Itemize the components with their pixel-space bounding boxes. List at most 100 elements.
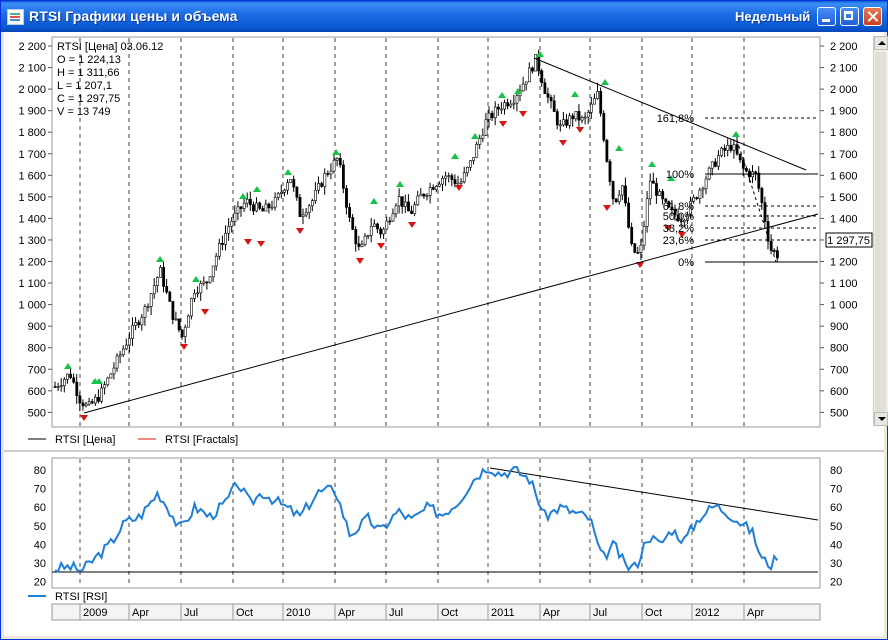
candle-body bbox=[760, 188, 764, 204]
candle-body bbox=[267, 203, 271, 209]
candle-body bbox=[112, 367, 116, 375]
fractal-up-marker bbox=[284, 169, 292, 175]
candle-body bbox=[249, 198, 252, 205]
candle-body bbox=[713, 161, 717, 167]
candle-body bbox=[326, 173, 330, 175]
candle-body bbox=[230, 221, 234, 227]
time-axis-bar bbox=[51, 603, 821, 621]
candle-body bbox=[527, 67, 531, 83]
candle-body bbox=[146, 306, 150, 308]
candle-body bbox=[314, 189, 317, 201]
fractal-down-marker bbox=[377, 243, 385, 249]
fib-level-label: 50,0% bbox=[663, 211, 694, 223]
candle-body bbox=[658, 191, 662, 196]
candle-body bbox=[218, 243, 221, 257]
candle-body bbox=[614, 198, 618, 203]
rsi-axis-label-right: 20 bbox=[830, 577, 842, 589]
ohlc-volume: V = 13 749 bbox=[57, 106, 111, 118]
candle-body bbox=[140, 317, 144, 326]
candle-body bbox=[558, 124, 562, 127]
price-legend: RTSI [Цена] RTSI [Fractals] bbox=[28, 434, 238, 446]
candle-body bbox=[509, 103, 513, 107]
price-axis-label-left: 1 200 bbox=[18, 257, 46, 269]
candle-body bbox=[754, 171, 758, 174]
fractals-legend-label: RTSI [Fractals] bbox=[165, 434, 238, 446]
candle-body bbox=[574, 110, 578, 120]
candle-body bbox=[75, 381, 79, 397]
fractal-up-marker bbox=[571, 91, 579, 97]
fractal-down-marker bbox=[408, 222, 416, 228]
candle-body bbox=[496, 106, 500, 110]
candle-body bbox=[515, 95, 519, 104]
minimize-button[interactable] bbox=[817, 7, 836, 26]
price-axis-label-left: 500 bbox=[28, 407, 46, 419]
fractal-up-marker bbox=[239, 193, 247, 199]
candle-body bbox=[109, 373, 113, 379]
candle-body bbox=[177, 318, 181, 331]
candle-body bbox=[738, 153, 742, 161]
candle-body bbox=[447, 175, 451, 177]
candle-body bbox=[338, 158, 342, 166]
scrollbar-thumb[interactable] bbox=[875, 52, 886, 412]
candle-body bbox=[602, 113, 606, 141]
close-button[interactable] bbox=[863, 7, 882, 26]
fractal-down-marker bbox=[257, 241, 265, 247]
candle-body bbox=[726, 145, 730, 151]
candle-body bbox=[341, 164, 345, 189]
candle-body bbox=[224, 232, 228, 245]
candle-body bbox=[453, 179, 457, 184]
ohlc-close: C = 1 297,75 bbox=[57, 93, 120, 105]
candle-body bbox=[769, 241, 773, 251]
candle-body bbox=[425, 195, 429, 197]
rsi-axis-label-right: 30 bbox=[830, 558, 842, 570]
price-axis-label-right: 1 600 bbox=[830, 170, 858, 182]
fractal-down-marker bbox=[244, 239, 252, 245]
rsi-axis-label-right: 80 bbox=[830, 465, 842, 477]
price-axis-label-right: 1 700 bbox=[830, 149, 858, 161]
candle-body bbox=[593, 98, 596, 105]
rsi-trendline bbox=[489, 467, 819, 521]
fractal-down-marker bbox=[559, 140, 567, 146]
rsi-axis-label-right: 50 bbox=[830, 521, 842, 533]
price-axis-label-right: 1 000 bbox=[830, 300, 858, 312]
maximize-button[interactable] bbox=[840, 7, 859, 26]
candle-body bbox=[403, 201, 407, 207]
candle-body bbox=[205, 281, 209, 284]
candle-body bbox=[295, 186, 299, 198]
time-axis-label: Apr bbox=[747, 607, 764, 619]
vertical-scrollbar[interactable] bbox=[873, 36, 888, 426]
rsi-axis-label-right: 70 bbox=[830, 484, 842, 496]
rsi-axis-label-left: 80 bbox=[34, 465, 46, 477]
title-bar[interactable]: RTSI Графики цены и объема Недельный bbox=[1, 1, 887, 32]
fractal-down-marker bbox=[180, 344, 188, 350]
candle-body bbox=[444, 175, 448, 179]
candle-body bbox=[503, 102, 507, 110]
candle-body bbox=[670, 206, 674, 210]
candle-body bbox=[456, 182, 460, 185]
last-price-label: 1 297,75 bbox=[827, 235, 870, 247]
candle-body bbox=[397, 196, 401, 207]
time-axis-label: 2011 bbox=[491, 607, 515, 619]
candle-body bbox=[363, 235, 367, 245]
fractal-down-marker bbox=[636, 262, 644, 268]
candle-body bbox=[255, 202, 259, 212]
rsi-axis-label-left: 30 bbox=[34, 558, 46, 570]
scroll-up-arrow-icon[interactable] bbox=[874, 36, 888, 50]
candle-body bbox=[354, 229, 358, 245]
fractal-down-marker bbox=[603, 205, 611, 211]
fractal-down-marker bbox=[356, 258, 364, 264]
candle-body bbox=[236, 206, 240, 214]
candle-body bbox=[208, 276, 212, 283]
candle-body bbox=[149, 293, 153, 307]
candle-body bbox=[121, 348, 125, 356]
candle-body bbox=[385, 220, 389, 230]
chart-app-icon[interactable] bbox=[7, 9, 24, 25]
period-label[interactable]: Недельный bbox=[735, 9, 811, 24]
price-axis-label-left: 2 000 bbox=[18, 84, 46, 96]
candle-body bbox=[741, 159, 745, 169]
candle-body bbox=[292, 179, 296, 188]
candle-body bbox=[648, 180, 652, 200]
price-axis-label-left: 1 100 bbox=[18, 278, 46, 290]
candle-body bbox=[757, 172, 761, 189]
price-axis-label-left: 600 bbox=[28, 386, 46, 398]
